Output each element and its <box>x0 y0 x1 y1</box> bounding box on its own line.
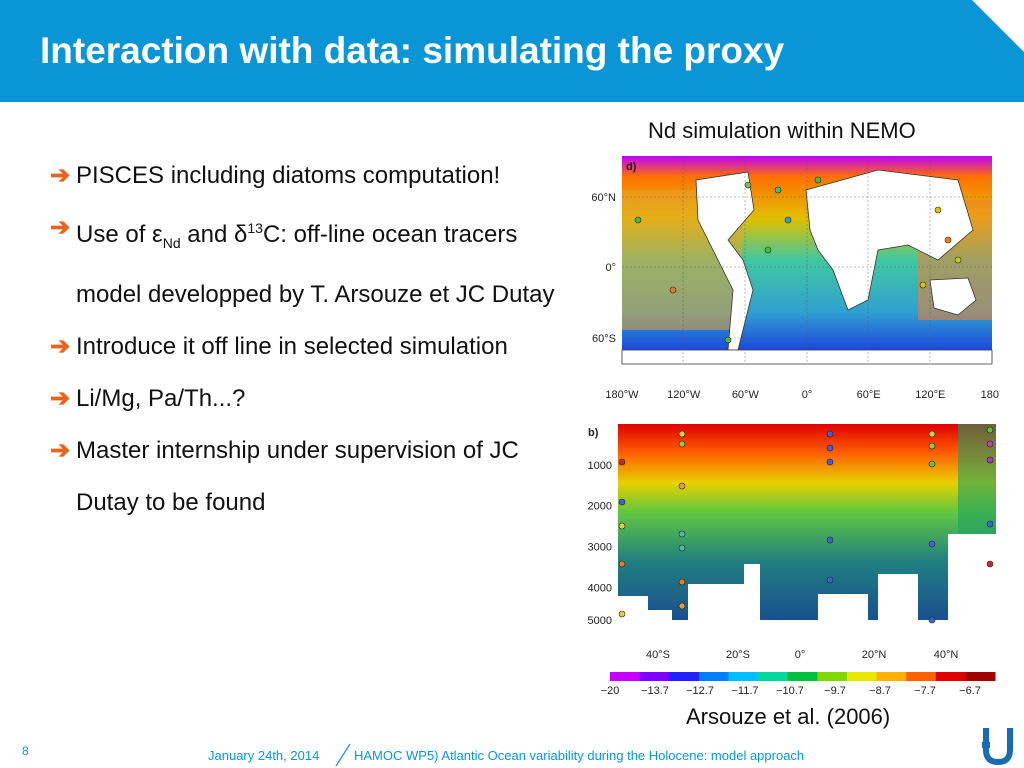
arrow-bullet-icon: ➔ <box>50 332 71 360</box>
section-depth-tick: 3000 <box>588 542 612 554</box>
bullet-text: PISCES including diatoms computation! <box>76 162 501 189</box>
colorbar-swatch <box>728 672 759 681</box>
header-bar: Interaction with data: simulating the pr… <box>0 0 1024 102</box>
slide-title: Interaction with data: simulating the pr… <box>40 30 785 71</box>
map-panel-label: d) <box>626 161 637 173</box>
map-lon-tick: 0° <box>802 389 813 401</box>
arrow-bullet-icon: ➔ <box>50 162 71 189</box>
page-curl-corner <box>972 0 1024 52</box>
nd-map-figure: d) 60°N 0° 60°S 180°W 120°W 60°W 0° 60°E 120°E 1… <box>591 156 1000 401</box>
bullet-text: 13 <box>247 220 263 236</box>
bullet-item: ➔ Li/Mg, Pa/Th...? <box>44 373 564 425</box>
colorbar-swatch <box>698 672 729 681</box>
footer-separator-icon <box>335 743 351 767</box>
arrow-bullet-icon: ➔ <box>50 214 71 241</box>
bullet-text: and δ <box>180 221 248 248</box>
section-lat-tick: 0° <box>795 649 806 661</box>
bullet-text: Nd <box>162 234 181 251</box>
section-topography <box>618 534 996 620</box>
colorbar-tick: −8.7 <box>869 685 891 697</box>
footer-talk-title: HAMOC WP5) Atlantic Ocean variability du… <box>354 748 805 763</box>
section-depth-tick: 5000 <box>588 615 612 627</box>
bullet-text: C: off-line ocean tracers model developp… <box>76 221 555 308</box>
colorbar: −20 −13.7 −12.7 −11.7 −10.7 −9.7 −8.7 −7.7 −6.7 <box>601 672 996 697</box>
map-continent-africa-eurasia <box>805 169 974 311</box>
map-lon-tick: 120°E <box>915 389 945 401</box>
map-lon-tick: 60°W <box>732 389 760 401</box>
colorbar-swatch <box>965 672 996 681</box>
arrow-bullet-icon: ➔ <box>50 436 71 464</box>
bullet-item: ➔ Master internship under supervision of … <box>44 425 564 529</box>
colorbar-swatch <box>610 672 641 681</box>
colorbar-tick: −12.7 <box>686 685 714 697</box>
section-panel-label: b) <box>588 427 599 439</box>
colorbar-swatch <box>669 672 700 681</box>
arrow-bullet-icon: ➔ <box>50 384 71 412</box>
map-lon-tick: 120°W <box>667 389 701 401</box>
section-lat-tick: 20°S <box>726 649 750 661</box>
bullet-item: ➔ Use of εNd and δ13C: off-line ocean tra… <box>44 202 564 321</box>
colorbar-swatch <box>906 672 937 681</box>
section-lat-tick: 20°N <box>862 649 887 661</box>
footer-date: January 24th, 2014 <box>208 748 320 763</box>
bullet-text: Use of ε <box>76 221 163 248</box>
colorbar-tick: −7.7 <box>914 685 936 697</box>
colorbar-tick: −9.7 <box>824 685 846 697</box>
map-lat-tick: 60°N <box>591 192 616 204</box>
section-field <box>618 424 996 620</box>
map-lat-tick: 0° <box>605 262 616 274</box>
colorbar-swatch <box>758 672 789 681</box>
map-observation-dots <box>634 176 962 344</box>
bullet-list: ➔ PISCES including diatoms computation! ➔ U… <box>44 150 564 529</box>
institution-logo-icon <box>982 728 1013 766</box>
colorbar-tick: −20 <box>601 685 620 697</box>
map-lon-tick: 180°W <box>605 389 639 401</box>
atlantic-section-figure: b) 1000 2000 3000 4000 5000 40°S 20°S 0° 20°N 40… <box>588 424 996 661</box>
figure-caption-bottom: Arsouze et al. (2006) <box>686 704 891 729</box>
map-lat-tick: 60°S <box>592 333 616 345</box>
colorbar-swatch <box>817 672 848 681</box>
colorbar-swatch <box>639 672 670 681</box>
page-number: 8 <box>22 744 29 758</box>
section-depth-tick: 1000 <box>588 460 612 472</box>
figure-caption-top: Nd simulation within NEMO <box>648 118 916 143</box>
colorbar-swatch <box>787 672 818 681</box>
bullet-item: ➔ Introduce it off line in selected simul… <box>44 321 564 373</box>
colorbar-tick: −10.7 <box>776 685 804 697</box>
bullet-text: Introduce it off line in selected simula… <box>76 332 508 360</box>
colorbar-tick: −11.7 <box>731 685 758 697</box>
colorbar-tick: −6.7 <box>959 685 981 697</box>
map-continent-americas <box>695 171 755 351</box>
section-depth-tick: 2000 <box>588 501 612 513</box>
map-lon-tick: 180° <box>981 389 1000 401</box>
section-depth-tick: 4000 <box>588 582 612 594</box>
map-continent-australia <box>929 277 977 316</box>
colorbar-swatch <box>935 672 966 681</box>
bullet-text: Master internship under supervision of J… <box>76 436 519 516</box>
bullet-text: Li/Mg, Pa/Th...? <box>76 384 246 412</box>
section-observation-dots <box>618 426 994 624</box>
colorbar-swatch <box>876 672 907 681</box>
section-lat-tick: 40°N <box>934 649 959 661</box>
section-lat-tick: 40°S <box>646 649 670 661</box>
colorbar-swatch <box>846 672 878 681</box>
map-gridlines <box>622 156 992 364</box>
colorbar-tick: −13.7 <box>641 685 669 697</box>
map-lon-tick: 60°E <box>857 389 881 401</box>
bullet-item: ➔ PISCES including diatoms computation! <box>44 150 564 202</box>
